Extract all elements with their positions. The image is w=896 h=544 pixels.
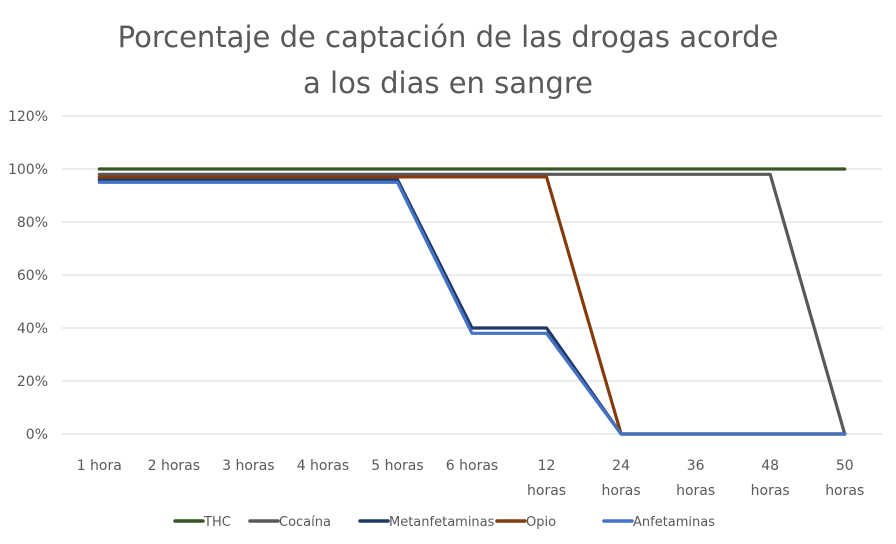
y-tick-label: 40% [17, 321, 48, 337]
chart-title: Porcentaje de captación de las drogas ac… [0, 14, 896, 106]
legend-label: Cocaína [279, 515, 331, 530]
y-tick-label: 120% [8, 109, 48, 125]
x-tick-label: 48 horas [751, 458, 790, 499]
x-tick-label: 1 hora [77, 458, 122, 474]
series-line-opio [97, 175, 847, 436]
x-tick-label: 4 horas [297, 458, 349, 474]
series-line-anfetaminas [97, 180, 847, 436]
legend-label: THC [203, 515, 231, 530]
x-tick-label: 6 horas [446, 458, 498, 474]
series-line-cocaína [97, 172, 847, 436]
x-tick-label: 3 horas [222, 458, 274, 474]
y-tick-label: 20% [17, 374, 48, 390]
x-tick-label: 24 horas [602, 458, 641, 499]
x-tick-label: 5 horas [371, 458, 423, 474]
y-tick-label: 80% [17, 215, 48, 231]
y-tick-label: 0% [26, 427, 48, 443]
chart-title-line-1: Porcentaje de captación de las drogas ac… [117, 20, 779, 54]
chart-title-line-2: a los dias en sangre [303, 66, 593, 100]
x-tick-label: 50 horas [825, 458, 864, 499]
legend-label: Anfetaminas [633, 515, 715, 530]
y-tick-label: 60% [17, 268, 48, 284]
x-tick-label: 2 horas [148, 458, 200, 474]
legend-label: Metanfetaminas [389, 515, 495, 530]
y-tick-label: 100% [8, 162, 48, 178]
legend-label: Opio [526, 515, 556, 530]
x-tick-label: 36 horas [676, 458, 715, 499]
x-tick-label: 12 horas [527, 458, 566, 499]
series-line-metanfetaminas [97, 178, 847, 436]
